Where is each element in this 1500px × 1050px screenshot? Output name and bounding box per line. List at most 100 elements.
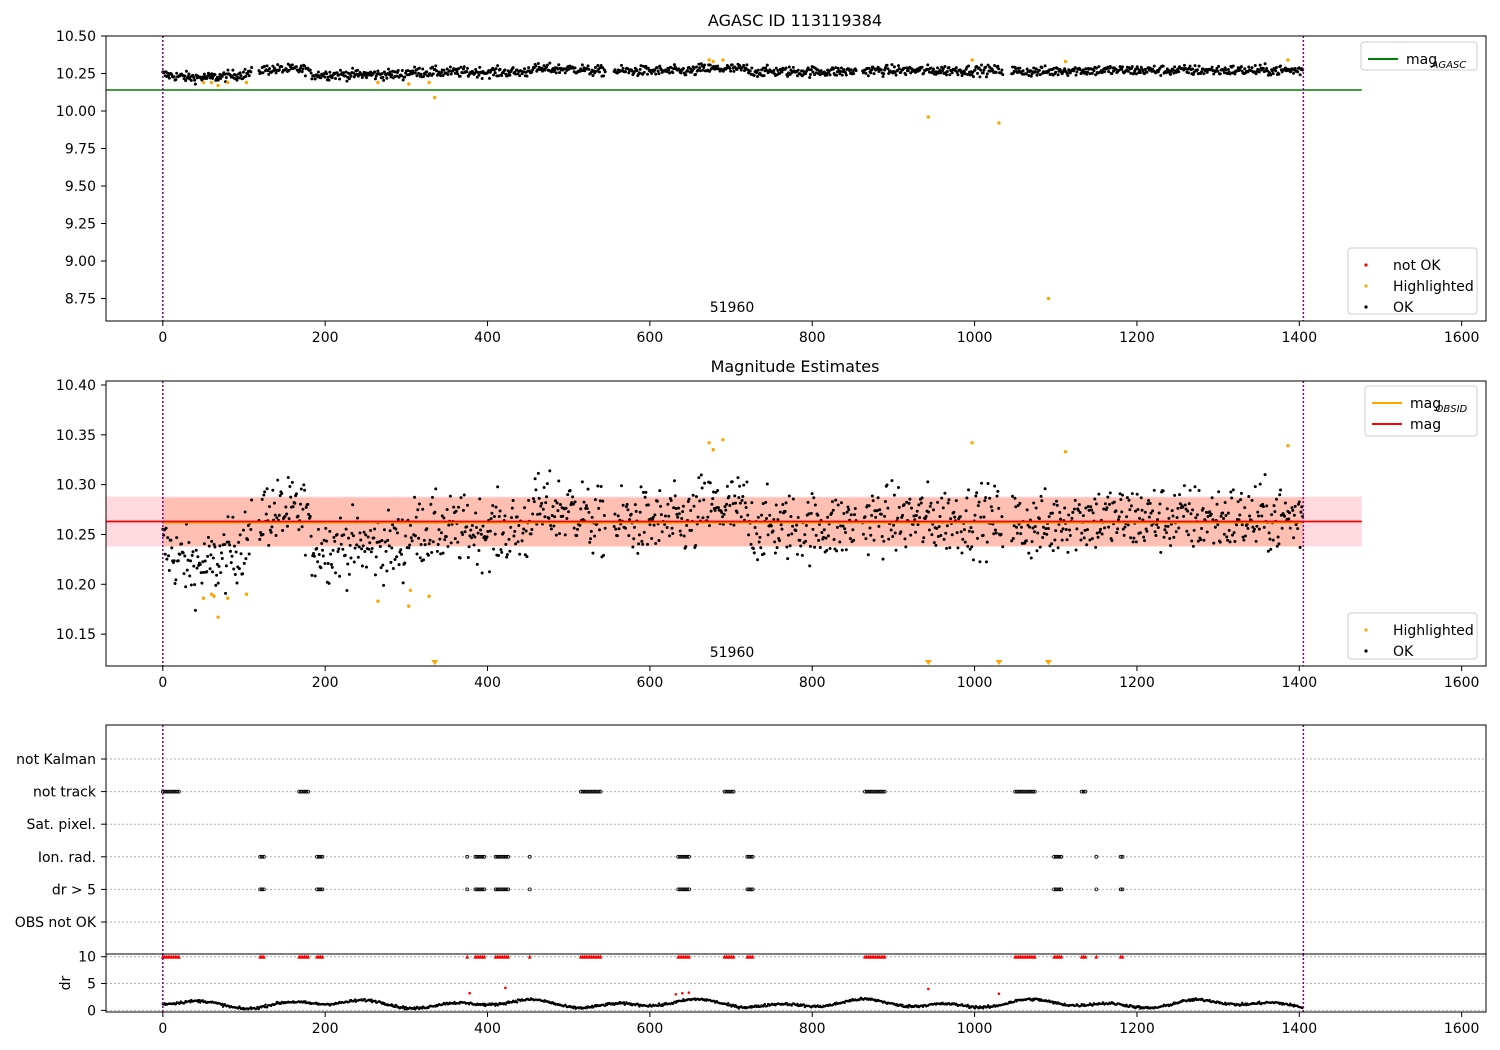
dr-point bbox=[420, 1007, 424, 1010]
ok-point bbox=[172, 559, 176, 563]
ok-point bbox=[729, 69, 733, 73]
ok-point bbox=[722, 512, 726, 516]
ok-point bbox=[741, 495, 745, 499]
offscale-marker bbox=[924, 660, 932, 665]
ok-point bbox=[992, 532, 996, 536]
ok-point bbox=[446, 73, 450, 77]
ok-point bbox=[393, 557, 397, 561]
ok-point bbox=[553, 68, 557, 72]
ok-point bbox=[514, 72, 518, 76]
ok-point bbox=[543, 515, 547, 519]
ok-point bbox=[166, 71, 170, 75]
ok-point bbox=[839, 524, 843, 528]
ok-point bbox=[1117, 515, 1121, 519]
ok-point bbox=[163, 552, 167, 556]
dr-point bbox=[255, 1007, 258, 1011]
ok-point bbox=[756, 558, 760, 562]
ok-point bbox=[396, 68, 400, 72]
panel2-legend-bottom-marker-swatch bbox=[1364, 649, 1368, 653]
ok-point bbox=[768, 513, 772, 517]
ok-point bbox=[822, 528, 826, 532]
panel1-legend-top-label: mag bbox=[1406, 52, 1437, 68]
ok-point bbox=[239, 552, 243, 556]
ok-point bbox=[289, 495, 293, 499]
ok-point bbox=[929, 501, 933, 505]
ok-point bbox=[187, 540, 191, 544]
ok-point bbox=[413, 495, 417, 499]
ok-point bbox=[362, 530, 366, 534]
ok-point bbox=[692, 504, 696, 508]
ok-point bbox=[914, 70, 918, 74]
highlighted-point bbox=[1046, 296, 1051, 301]
flag-point bbox=[678, 854, 682, 859]
ok-point bbox=[1128, 508, 1132, 512]
ok-point bbox=[203, 559, 207, 563]
highlighted-point bbox=[244, 592, 249, 596]
ok-point bbox=[303, 64, 307, 68]
ok-point bbox=[554, 533, 558, 537]
ok-point bbox=[389, 560, 393, 564]
ok-point bbox=[315, 547, 319, 551]
dr-clipped-marker bbox=[527, 954, 532, 959]
ok-point bbox=[1254, 72, 1258, 76]
ok-point bbox=[1147, 498, 1151, 502]
ok-point bbox=[428, 538, 432, 542]
flag-point bbox=[593, 789, 598, 794]
ok-point bbox=[863, 515, 867, 519]
ok-point bbox=[264, 512, 268, 516]
ok-point bbox=[1255, 524, 1259, 528]
ok-point bbox=[466, 556, 470, 560]
ok-point bbox=[935, 526, 939, 530]
ok-point bbox=[417, 71, 421, 75]
ok-point bbox=[778, 539, 782, 543]
ok-point bbox=[909, 67, 913, 71]
panel4-ytick-label: 10 bbox=[78, 950, 96, 966]
ok-point bbox=[1217, 490, 1221, 494]
ok-point bbox=[897, 505, 901, 509]
ok-point bbox=[732, 523, 736, 527]
flag-point bbox=[1079, 789, 1084, 794]
ok-point bbox=[835, 73, 839, 77]
ok-point bbox=[185, 568, 189, 572]
ok-point bbox=[563, 533, 567, 537]
ok-point bbox=[890, 63, 894, 67]
flag-point bbox=[315, 887, 319, 892]
ok-point bbox=[382, 528, 386, 532]
ok-point bbox=[986, 481, 990, 485]
ok-point bbox=[1129, 536, 1133, 540]
ok-point bbox=[360, 547, 364, 551]
flag-point bbox=[685, 887, 690, 892]
ok-point bbox=[943, 65, 947, 69]
ok-point bbox=[839, 501, 843, 505]
ok-point bbox=[975, 491, 979, 495]
dr-point bbox=[763, 1002, 767, 1006]
ok-point bbox=[1063, 506, 1067, 510]
ok-point bbox=[183, 74, 187, 78]
ok-point bbox=[1073, 498, 1077, 502]
ok-point bbox=[189, 559, 193, 563]
flag-point bbox=[676, 854, 681, 859]
ok-point bbox=[586, 64, 590, 68]
ok-point bbox=[955, 531, 959, 535]
ok-point bbox=[496, 553, 500, 557]
ok-point bbox=[796, 516, 800, 520]
flag-point bbox=[679, 854, 684, 859]
ok-point bbox=[188, 574, 192, 578]
ok-point bbox=[966, 544, 970, 548]
ok-point bbox=[345, 588, 349, 592]
dr-point bbox=[785, 1001, 789, 1005]
flag-point bbox=[596, 789, 601, 794]
ok-point bbox=[473, 535, 477, 539]
ok-point bbox=[655, 66, 659, 70]
ok-point bbox=[273, 513, 277, 517]
ok-point bbox=[886, 67, 890, 71]
panel1-xtick-label: 1000 bbox=[957, 330, 993, 346]
ok-point bbox=[775, 546, 779, 550]
ok-point bbox=[378, 540, 382, 544]
ok-point bbox=[964, 509, 968, 513]
flag-point bbox=[882, 789, 887, 794]
ok-point bbox=[690, 528, 694, 532]
ok-point bbox=[1262, 525, 1266, 529]
ok-point bbox=[465, 525, 469, 529]
ok-point bbox=[1199, 538, 1203, 542]
